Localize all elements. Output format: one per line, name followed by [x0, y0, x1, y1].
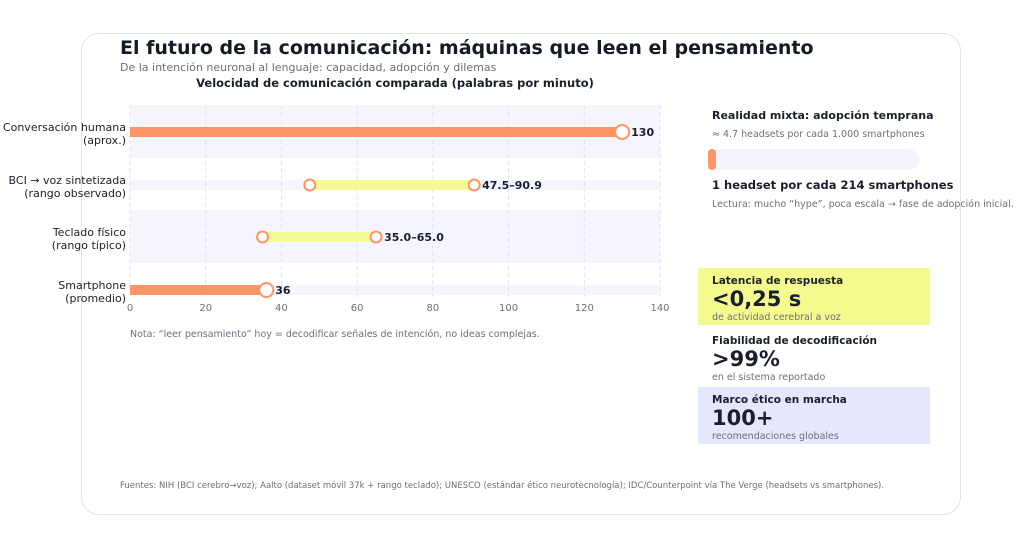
- bar: [130, 285, 267, 295]
- bar: [262, 232, 377, 242]
- category-label: Smartphone: [58, 279, 126, 292]
- kpi-title: Latencia de respuesta: [712, 275, 844, 287]
- row-track: [130, 232, 660, 242]
- kpi-card-reliability: Fiabilidad de decodificación >99% en el …: [698, 328, 930, 385]
- page-title: El futuro de la comunicación: máquinas q…: [120, 37, 814, 59]
- row-track: [130, 285, 660, 295]
- adoption-bar: [708, 149, 919, 170]
- x-tick-label: 20: [199, 303, 212, 314]
- category-label: Teclado físico: [52, 226, 126, 239]
- kpi-sub: de actividad cerebral a voz: [712, 312, 841, 323]
- bar: [309, 180, 475, 190]
- value-marker: [369, 230, 383, 244]
- x-tick-label: 60: [351, 303, 364, 314]
- kpi-card-latency: Latencia de respuesta <0,25 s de activid…: [698, 268, 930, 325]
- category-label: (aprox.): [83, 134, 126, 147]
- sources-footer: Fuentes: NIH (BCI cerebro→voz); Aalto (d…: [120, 481, 885, 491]
- range-start-marker: [303, 178, 317, 192]
- adoption-title: Realidad mixta: adopción temprana: [712, 109, 934, 122]
- kpi-value: 100+: [712, 406, 774, 430]
- kpi-card-ethics: Marco ético en marcha 100+ recomendacion…: [698, 387, 930, 444]
- x-tick-label: 40: [275, 303, 288, 314]
- dashboard-card: [81, 33, 961, 515]
- value-marker: [614, 124, 631, 140]
- x-tick-label: 140: [650, 303, 669, 314]
- kpi-sub: en el sistema reportado: [712, 372, 826, 383]
- category-label: (promedio): [65, 292, 126, 305]
- kpi-sub: recomendaciones globales: [712, 431, 839, 442]
- data-label: 47.5–90.9: [482, 179, 542, 192]
- adoption-bar-fill: [708, 149, 716, 170]
- data-label: 35.0–65.0: [384, 231, 444, 244]
- kpi-title: Marco ético en marcha: [712, 394, 847, 406]
- category-label: Conversación humana: [3, 121, 126, 134]
- category-label: (rango típico): [52, 239, 126, 252]
- category-label: BCI → voz sintetizada: [9, 174, 126, 187]
- value-marker: [467, 178, 481, 192]
- x-tick-label: 80: [426, 303, 439, 314]
- kpi-value: <0,25 s: [712, 287, 802, 311]
- value-marker: [258, 282, 275, 298]
- range-start-marker: [256, 230, 269, 244]
- x-tick-label: 120: [575, 303, 594, 314]
- data-label: 36: [275, 284, 291, 297]
- category-label: (rango observado): [24, 187, 126, 200]
- page-subtitle: De la intención neuronal al lenguaje: ca…: [120, 61, 497, 74]
- x-tick-label: 0: [127, 303, 133, 314]
- adoption-reading: Lectura: mucho “hype”, poca escala → fas…: [712, 199, 1014, 210]
- kpi-value: >99%: [712, 347, 780, 371]
- chart-note: Nota: “leer pensamiento” hoy = decodific…: [130, 329, 540, 340]
- chart-title: Velocidad de comunicación comparada (pal…: [196, 76, 594, 90]
- data-label: 130: [631, 126, 654, 139]
- x-tick-label: 100: [499, 303, 518, 314]
- bar: [130, 127, 623, 137]
- kpi-title: Fiabilidad de decodificación: [712, 335, 878, 347]
- adoption-subtitle: ≈ 4.7 headsets por cada 1.000 smartphone…: [712, 129, 925, 140]
- adoption-headline: 1 headset por cada 214 smartphones: [712, 178, 954, 192]
